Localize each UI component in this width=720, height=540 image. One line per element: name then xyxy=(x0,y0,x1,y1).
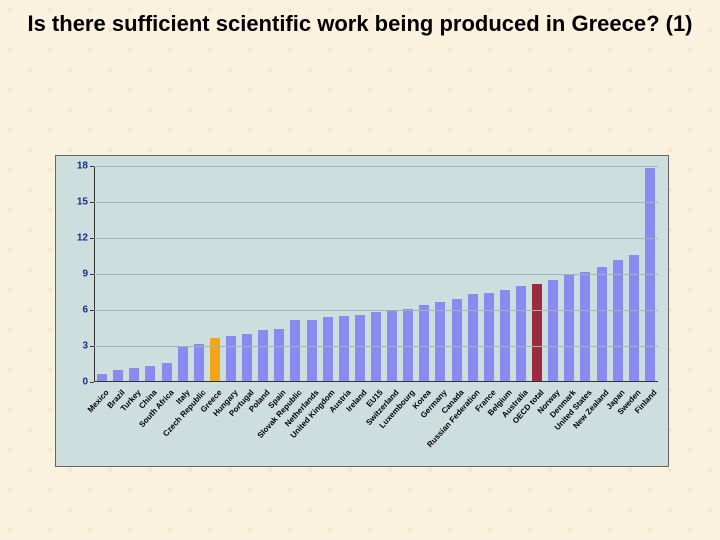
ytick-mark xyxy=(90,238,94,239)
bar xyxy=(274,329,284,382)
bar xyxy=(564,275,574,382)
bar xyxy=(226,336,236,382)
grid-line xyxy=(94,274,658,275)
bar xyxy=(210,338,220,382)
bar xyxy=(435,302,445,382)
plot-area: 0369121518MexicoBrazilTurkeyChinaSouth A… xyxy=(94,166,658,382)
x-axis xyxy=(94,381,658,382)
bar xyxy=(613,260,623,382)
bar xyxy=(162,363,172,382)
bar xyxy=(645,168,655,382)
grid-line xyxy=(94,346,658,347)
bar xyxy=(307,320,317,382)
ytick-label: 0 xyxy=(82,377,88,388)
bar xyxy=(129,368,139,382)
ytick-label: 18 xyxy=(77,161,88,172)
bar xyxy=(548,280,558,382)
ytick-mark xyxy=(90,346,94,347)
bar xyxy=(597,267,607,382)
bar xyxy=(419,305,429,382)
grid-line xyxy=(94,238,658,239)
ytick-mark xyxy=(90,274,94,275)
ytick-label: 6 xyxy=(82,305,88,316)
ytick-mark xyxy=(90,382,94,383)
ytick-mark xyxy=(90,310,94,311)
bar xyxy=(516,286,526,382)
bar xyxy=(484,293,494,382)
ytick-label: 9 xyxy=(82,269,88,280)
slide-title: Is there sufficient scientific work bein… xyxy=(0,0,720,39)
bar xyxy=(178,347,188,382)
grid-line xyxy=(94,310,658,311)
bar xyxy=(258,330,268,382)
bar xyxy=(580,272,590,382)
ytick-mark xyxy=(90,166,94,167)
bar xyxy=(194,344,204,382)
bar xyxy=(339,316,349,382)
ytick-label: 12 xyxy=(77,233,88,244)
ytick-label: 3 xyxy=(82,341,88,352)
bar xyxy=(242,334,252,382)
bar xyxy=(290,320,300,382)
bar xyxy=(355,315,365,382)
bar xyxy=(371,312,381,382)
ytick-mark xyxy=(90,202,94,203)
grid-line xyxy=(94,166,658,167)
bar xyxy=(500,290,510,382)
bar xyxy=(468,294,478,382)
grid-line xyxy=(94,202,658,203)
bar xyxy=(452,299,462,382)
bar xyxy=(323,317,333,382)
ytick-label: 15 xyxy=(77,197,88,208)
bar xyxy=(532,284,542,382)
bar xyxy=(145,366,155,382)
chart-frame: 0369121518MexicoBrazilTurkeyChinaSouth A… xyxy=(55,155,669,467)
